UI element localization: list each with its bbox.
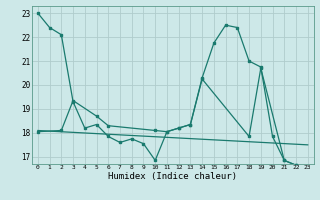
X-axis label: Humidex (Indice chaleur): Humidex (Indice chaleur) [108,172,237,181]
